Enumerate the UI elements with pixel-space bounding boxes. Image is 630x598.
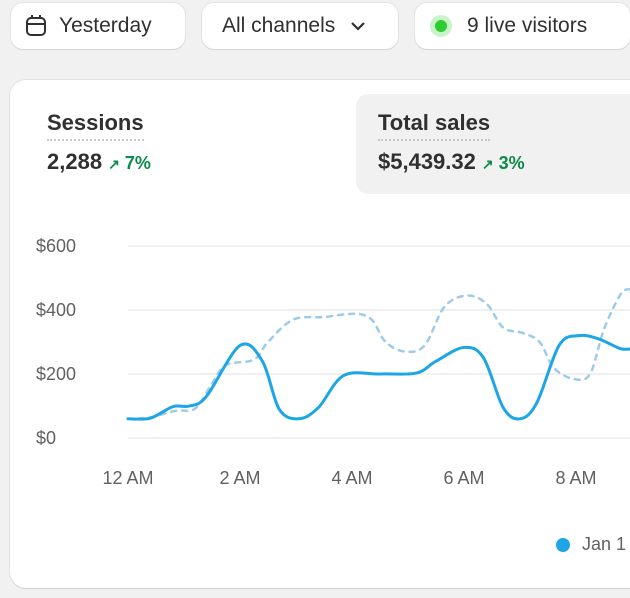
- current-series-line: [126, 333, 630, 421]
- chart-legend: Jan 1: [556, 534, 626, 555]
- y-tick-label: $400: [36, 300, 76, 320]
- channel-select[interactable]: All channels: [202, 3, 398, 49]
- legend-swatch: [556, 537, 570, 552]
- x-tick-label: 12 AM: [102, 468, 153, 488]
- metric-title: Sessions: [47, 110, 144, 141]
- metric-delta: ↗ 7%: [108, 153, 151, 173]
- delta-value: 7%: [124, 153, 151, 173]
- channel-label: All channels: [222, 14, 336, 37]
- metric-tab-sessions[interactable]: Sessions 2,288 ↗ 7%: [25, 94, 345, 194]
- legend-label: Jan 1: [582, 534, 627, 554]
- metric-value: $5,439.32: [378, 149, 476, 174]
- y-tick-label: $600: [36, 236, 76, 256]
- x-tick-label: 4 AM: [331, 468, 372, 488]
- metric-delta: ↗ 3%: [482, 153, 525, 173]
- analytics-card: Sessions 2,288 ↗ 7% Total sales $5,439.32…: [10, 80, 630, 588]
- chevron-down-icon: [351, 22, 366, 31]
- date-range-label: Yesterday: [59, 14, 152, 37]
- date-range-button[interactable]: Yesterday: [11, 3, 185, 49]
- arrow-up-right-icon: ↗: [481, 156, 494, 172]
- metric-title: Total sales: [378, 110, 491, 141]
- live-status-dot-icon: [435, 20, 447, 32]
- arrow-up-right-icon: ↗: [108, 156, 120, 172]
- calendar-icon: [26, 15, 46, 36]
- x-tick-label: 8 AM: [555, 468, 596, 488]
- live-visitors-button[interactable]: 9 live visitors: [415, 3, 630, 49]
- x-tick-label: 2 AM: [219, 468, 260, 488]
- y-tick-label: $0: [36, 428, 56, 448]
- delta-value: 3%: [498, 153, 525, 173]
- metric-value: 2,288: [47, 149, 103, 174]
- comparison-series-line: [126, 287, 630, 421]
- x-tick-label: 6 AM: [443, 468, 484, 488]
- metric-tab-total-sales[interactable]: Total sales $5,439.32 ↗ 3%: [356, 94, 630, 194]
- y-tick-label: $200: [36, 364, 76, 384]
- live-visitors-label: 9 live visitors: [467, 14, 588, 37]
